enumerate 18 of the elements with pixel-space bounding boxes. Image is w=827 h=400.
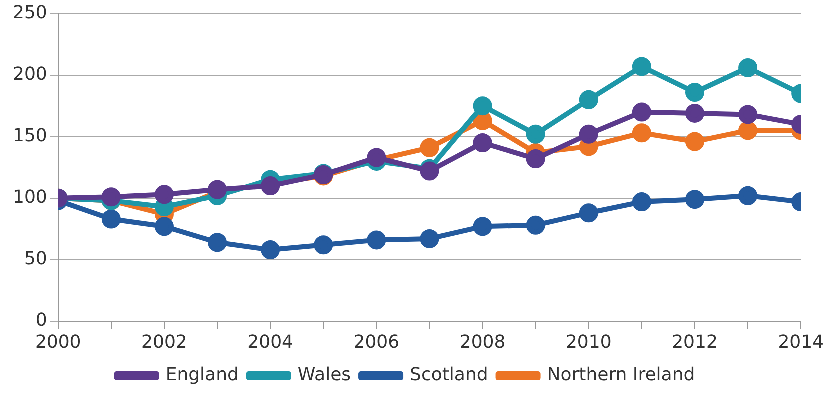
- x-tick-label: 2010: [566, 332, 612, 353]
- y-tick-label: 250: [12, 2, 48, 24]
- legend-label: England: [166, 364, 239, 386]
- y-tick-label: 100: [12, 187, 48, 208]
- y-tick-label: 0: [36, 310, 48, 332]
- legend-label: Northern Ireland: [547, 364, 696, 386]
- x-tick-label: 2000: [35, 332, 82, 353]
- x-tick-label: 2002: [142, 332, 188, 353]
- x-tick-label: 2006: [354, 332, 400, 353]
- x-tick-label: 2012: [672, 332, 718, 353]
- y-tick-label: 150: [12, 126, 48, 147]
- y-tick-label: 50: [24, 248, 48, 270]
- x-tick-label: 2008: [460, 332, 506, 353]
- y-tick-label: 200: [12, 64, 48, 85]
- x-tick-label: 2014: [778, 332, 824, 353]
- legend-label: Scotland: [410, 364, 488, 386]
- legend-label: Wales: [298, 364, 352, 386]
- x-tick-label: 2004: [248, 332, 294, 353]
